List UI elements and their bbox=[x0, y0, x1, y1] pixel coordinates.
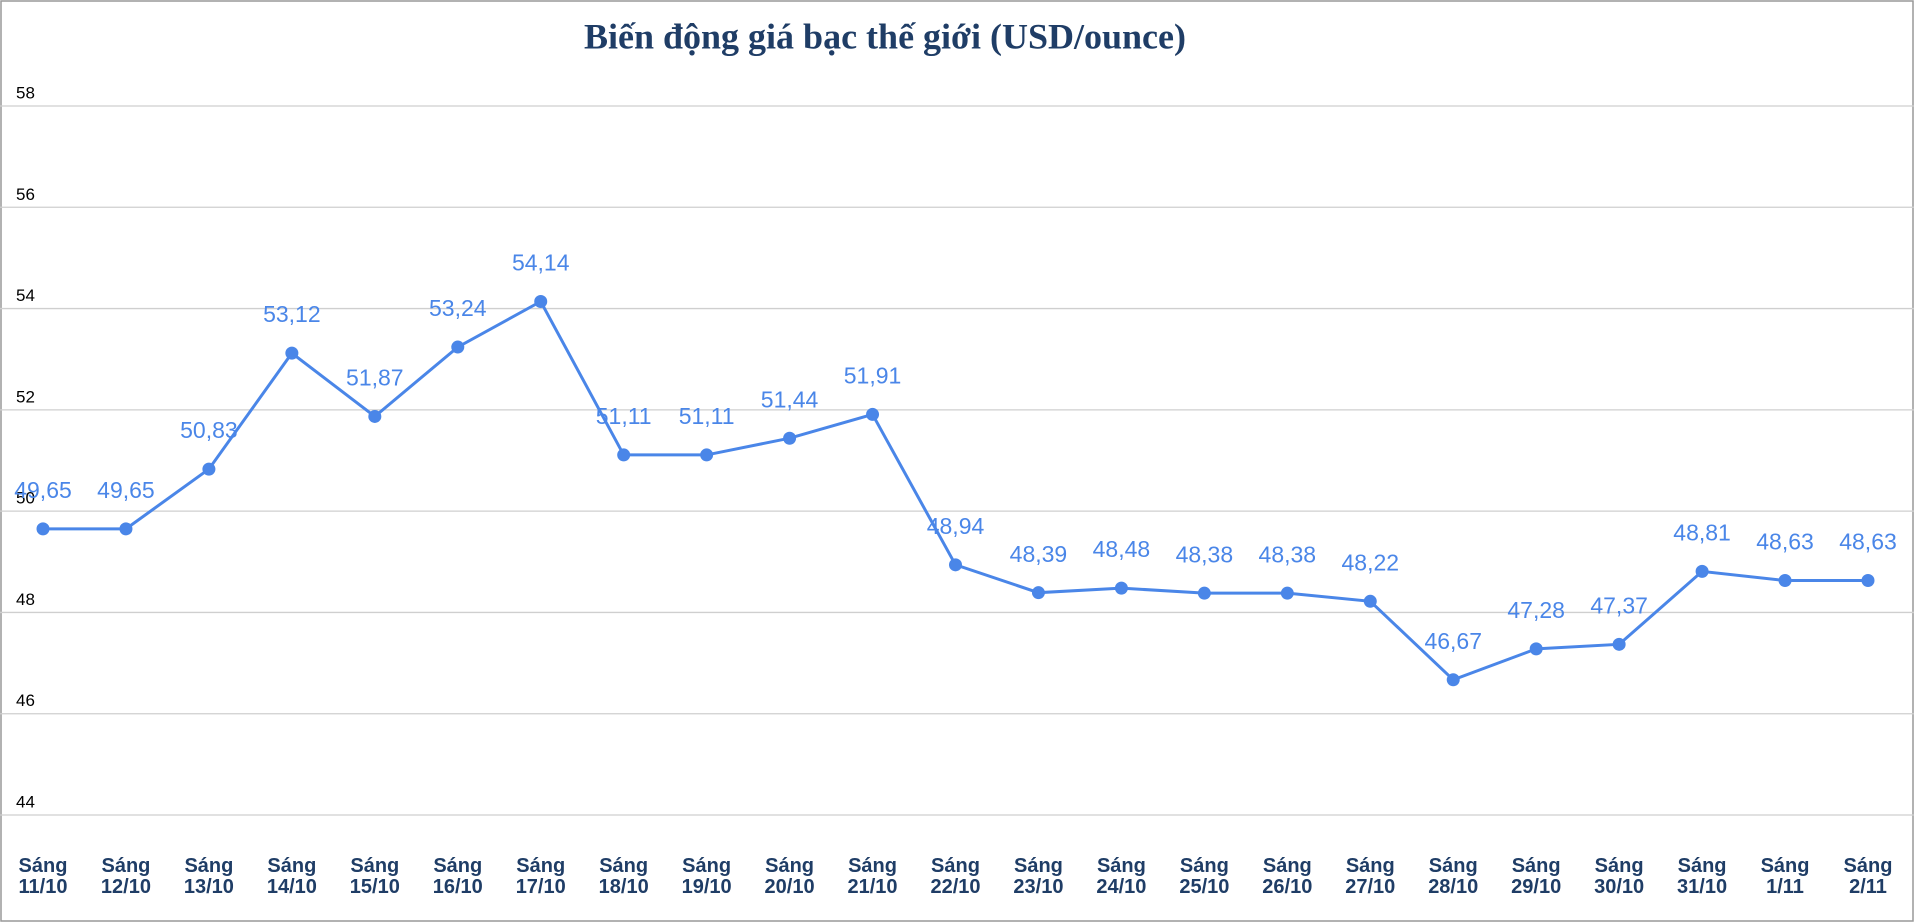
data-label: 48,81 bbox=[1673, 519, 1731, 545]
data-point bbox=[1114, 581, 1128, 595]
data-point bbox=[866, 407, 880, 421]
data-label: 47,28 bbox=[1507, 597, 1565, 623]
chart-title: Biến động giá bạc thế giới (USD/ounce) bbox=[584, 16, 1186, 56]
data-point bbox=[1280, 586, 1294, 600]
data-point bbox=[949, 558, 962, 572]
data-label: 51,11 bbox=[679, 403, 735, 429]
data-label: 48,63 bbox=[1839, 529, 1897, 555]
x-tick-label: Sáng 11/10 bbox=[18, 855, 68, 898]
data-label: 49,65 bbox=[97, 477, 155, 503]
data-point bbox=[202, 462, 216, 476]
data-point bbox=[1778, 574, 1792, 588]
data-point bbox=[1695, 564, 1709, 578]
data-label: 51,44 bbox=[761, 386, 819, 412]
data-label: 49,65 bbox=[14, 477, 72, 503]
y-tick-label: 44 bbox=[16, 792, 35, 811]
x-tick-label: Sáng 31/10 bbox=[1677, 855, 1728, 898]
x-tick-label: Sáng 24/10 bbox=[1096, 855, 1147, 898]
x-tick-label: Sáng 19/10 bbox=[681, 855, 732, 898]
x-tick-label: Sáng 17/10 bbox=[515, 855, 566, 898]
data-label: 48,63 bbox=[1756, 529, 1814, 555]
data-label: 46,67 bbox=[1424, 628, 1482, 654]
x-tick-label: Sáng 28/10 bbox=[1428, 855, 1479, 898]
x-tick-label: Sáng 29/10 bbox=[1511, 855, 1562, 898]
data-point bbox=[1861, 574, 1875, 588]
data-label: 51,87 bbox=[346, 365, 404, 391]
data-point bbox=[36, 522, 50, 536]
x-tick-label: Sáng 14/10 bbox=[266, 855, 317, 898]
y-tick-label: 50 bbox=[16, 489, 35, 508]
data-label: 51,11 bbox=[596, 403, 652, 429]
series-line bbox=[43, 299, 1868, 682]
data-label: 48,38 bbox=[1259, 541, 1317, 567]
x-tick-label: Sáng 21/10 bbox=[847, 855, 898, 898]
data-label: 48,38 bbox=[1176, 541, 1234, 567]
x-tick-label: Sáng 22/10 bbox=[930, 855, 981, 898]
data-label: 47,37 bbox=[1590, 592, 1648, 618]
data-point bbox=[1363, 594, 1377, 608]
x-tick-label: Sáng 30/10 bbox=[1594, 855, 1645, 898]
x-tick-label: Sáng 23/10 bbox=[1013, 855, 1064, 898]
data-point bbox=[368, 409, 382, 423]
x-tick-label: Sáng 13/10 bbox=[183, 855, 234, 898]
x-tick-label: Sáng 18/10 bbox=[598, 855, 649, 898]
y-tick-label: 52 bbox=[16, 387, 35, 406]
data-point bbox=[451, 340, 465, 354]
y-tick-label: 48 bbox=[16, 590, 35, 609]
data-label: 50,83 bbox=[180, 417, 238, 443]
data-point bbox=[1446, 673, 1460, 687]
data-label: 53,24 bbox=[429, 295, 487, 321]
data-point bbox=[1031, 586, 1045, 600]
data-point bbox=[700, 448, 714, 462]
data-point bbox=[617, 448, 631, 462]
x-tick-label: Sáng 15/10 bbox=[349, 855, 400, 898]
data-point bbox=[1612, 637, 1626, 651]
data-label: 48,48 bbox=[1093, 536, 1151, 562]
data-label: 53,12 bbox=[263, 301, 321, 327]
data-label: 54,14 bbox=[512, 250, 570, 276]
x-tick-label: Sáng 16/10 bbox=[432, 855, 483, 898]
x-tick-label: Sáng 27/10 bbox=[1345, 855, 1396, 898]
x-tick-label: Sáng 12/10 bbox=[100, 855, 151, 898]
data-label: 51,91 bbox=[844, 362, 902, 388]
data-point bbox=[1529, 642, 1543, 656]
x-tick-label: Sáng 20/10 bbox=[764, 855, 815, 898]
x-tick-label: Sáng 2/11 bbox=[1843, 855, 1893, 898]
data-label: 48,94 bbox=[927, 513, 985, 539]
x-tick-label: Sáng 1/11 bbox=[1760, 855, 1810, 898]
data-label: 48,22 bbox=[1341, 549, 1399, 575]
x-tick-label: Sáng 25/10 bbox=[1179, 855, 1230, 898]
data-point bbox=[783, 431, 797, 445]
data-point bbox=[534, 294, 548, 308]
data-label: 48,39 bbox=[1010, 541, 1068, 567]
y-tick-label: 56 bbox=[16, 185, 35, 204]
y-tick-label: 46 bbox=[16, 691, 35, 710]
x-tick-label: Sáng 26/10 bbox=[1262, 855, 1313, 898]
data-point bbox=[119, 522, 133, 536]
data-point bbox=[1197, 586, 1211, 600]
y-tick-label: 58 bbox=[16, 83, 35, 102]
y-tick-label: 54 bbox=[16, 286, 35, 305]
data-point bbox=[285, 346, 299, 360]
